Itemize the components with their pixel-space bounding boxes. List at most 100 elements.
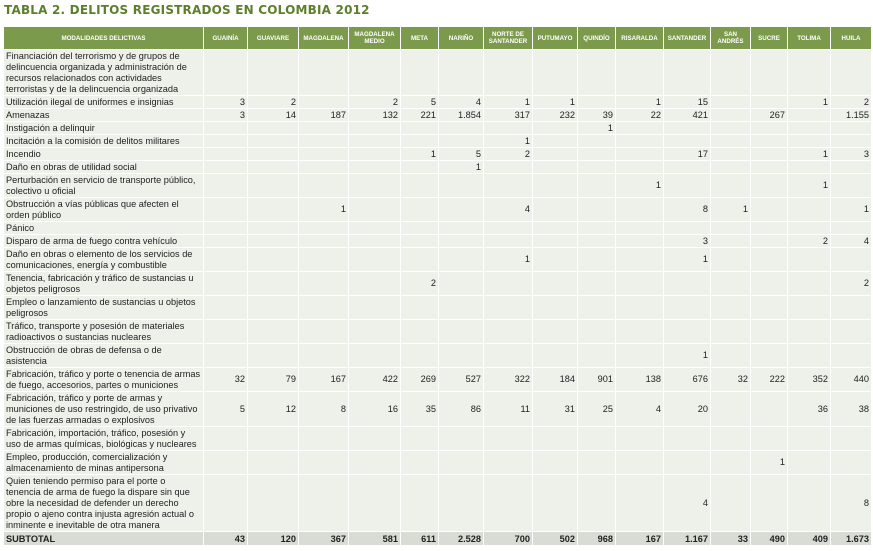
value-cell	[348, 234, 401, 248]
value-cell	[710, 391, 751, 427]
value-cell	[203, 173, 248, 198]
value-cell	[247, 450, 299, 475]
value-cell	[710, 95, 751, 109]
value-cell: 8	[830, 474, 872, 532]
value-cell: 12	[247, 391, 299, 427]
value-cell	[532, 234, 578, 248]
value-cell	[577, 134, 616, 148]
value-cell	[203, 271, 248, 296]
label-cell: SUBTOTAL	[3, 531, 204, 546]
value-cell	[203, 450, 248, 475]
value-cell	[203, 343, 248, 368]
value-cell: 32	[710, 367, 751, 392]
value-cell	[750, 343, 788, 368]
value-cell	[298, 271, 349, 296]
data-row: Fabricación, importación, tráfico, poses…	[3, 426, 872, 451]
value-cell: 1	[787, 95, 831, 109]
value-cell	[577, 319, 616, 344]
label-cell: Tenencia, fabricación y tráfico de susta…	[3, 271, 204, 296]
value-cell: 138	[615, 367, 664, 392]
value-cell	[577, 147, 616, 161]
value-cell	[787, 319, 831, 344]
value-cell	[750, 271, 788, 296]
value-cell: 187	[298, 108, 349, 122]
value-cell	[348, 173, 401, 198]
value-cell	[577, 95, 616, 109]
value-cell	[348, 221, 401, 235]
value-cell	[247, 426, 299, 451]
value-cell	[203, 426, 248, 451]
value-cell	[400, 221, 439, 235]
data-row: Obstrucción de obras de defensa o de asi…	[3, 343, 872, 368]
value-cell	[247, 221, 299, 235]
data-row: Utilización ilegal de uniformes e insign…	[3, 95, 872, 109]
value-cell: 31	[532, 391, 578, 427]
value-cell: 352	[787, 367, 831, 392]
value-cell: 317	[483, 108, 533, 122]
value-cell	[577, 450, 616, 475]
value-cell	[400, 134, 439, 148]
value-cell	[247, 134, 299, 148]
value-cell	[830, 121, 872, 135]
value-cell	[298, 474, 349, 532]
value-cell: 38	[830, 391, 872, 427]
value-cell	[710, 147, 751, 161]
value-cell	[483, 295, 533, 320]
value-cell	[203, 147, 248, 161]
value-cell: 1	[663, 247, 711, 272]
value-cell	[483, 271, 533, 296]
value-cell	[348, 319, 401, 344]
value-cell	[787, 426, 831, 451]
value-cell	[400, 450, 439, 475]
label-cell: Empleo o lanzamiento de sustancias u obj…	[3, 295, 204, 320]
value-cell	[532, 319, 578, 344]
value-cell	[750, 147, 788, 161]
value-cell	[298, 134, 349, 148]
value-cell: 1	[750, 450, 788, 475]
value-cell	[298, 234, 349, 248]
value-cell: 5	[203, 391, 248, 427]
value-cell	[750, 426, 788, 451]
value-cell	[787, 450, 831, 475]
value-cell	[483, 49, 533, 96]
value-cell	[438, 134, 484, 148]
table-wrap: MODALIDADES DELICTIVAS GUAINÍA GUAVIARE MAG…	[3, 26, 872, 546]
value-cell	[483, 343, 533, 368]
label-cell: Perturbación en servicio de transporte p…	[3, 173, 204, 198]
value-cell	[663, 271, 711, 296]
value-cell	[615, 49, 664, 96]
value-cell	[750, 221, 788, 235]
value-cell	[615, 134, 664, 148]
value-cell	[203, 197, 248, 222]
value-cell: 1	[438, 160, 484, 174]
value-cell: 700	[483, 531, 533, 546]
value-cell: 1	[615, 95, 664, 109]
value-cell	[663, 426, 711, 451]
value-cell	[663, 450, 711, 475]
value-cell	[577, 474, 616, 532]
data-row: Tenencia, fabricación y tráfico de susta…	[3, 271, 872, 296]
data-row: Fabricación, tráfico y porte de armas y …	[3, 391, 872, 427]
data-row: Daño en obras o elemento de los servicio…	[3, 247, 872, 272]
value-cell: 8	[298, 391, 349, 427]
column-header-first: MODALIDADES DELICTIVAS	[3, 26, 204, 50]
value-cell	[710, 271, 751, 296]
value-cell	[615, 295, 664, 320]
value-cell	[750, 234, 788, 248]
value-cell	[298, 295, 349, 320]
data-row: Financiación del terrorismo y de grupos …	[3, 49, 872, 96]
value-cell	[615, 147, 664, 161]
column-header: SUCRE	[750, 26, 788, 50]
value-cell	[400, 343, 439, 368]
value-cell: 22	[615, 108, 664, 122]
column-header: QUINDÍO	[577, 26, 616, 50]
value-cell	[577, 271, 616, 296]
value-cell	[247, 147, 299, 161]
value-cell	[400, 234, 439, 248]
label-cell: Obstrucción de obras de defensa o de asi…	[3, 343, 204, 368]
value-cell: 611	[400, 531, 439, 546]
value-cell: 132	[348, 108, 401, 122]
value-cell	[400, 49, 439, 96]
value-cell	[750, 247, 788, 272]
